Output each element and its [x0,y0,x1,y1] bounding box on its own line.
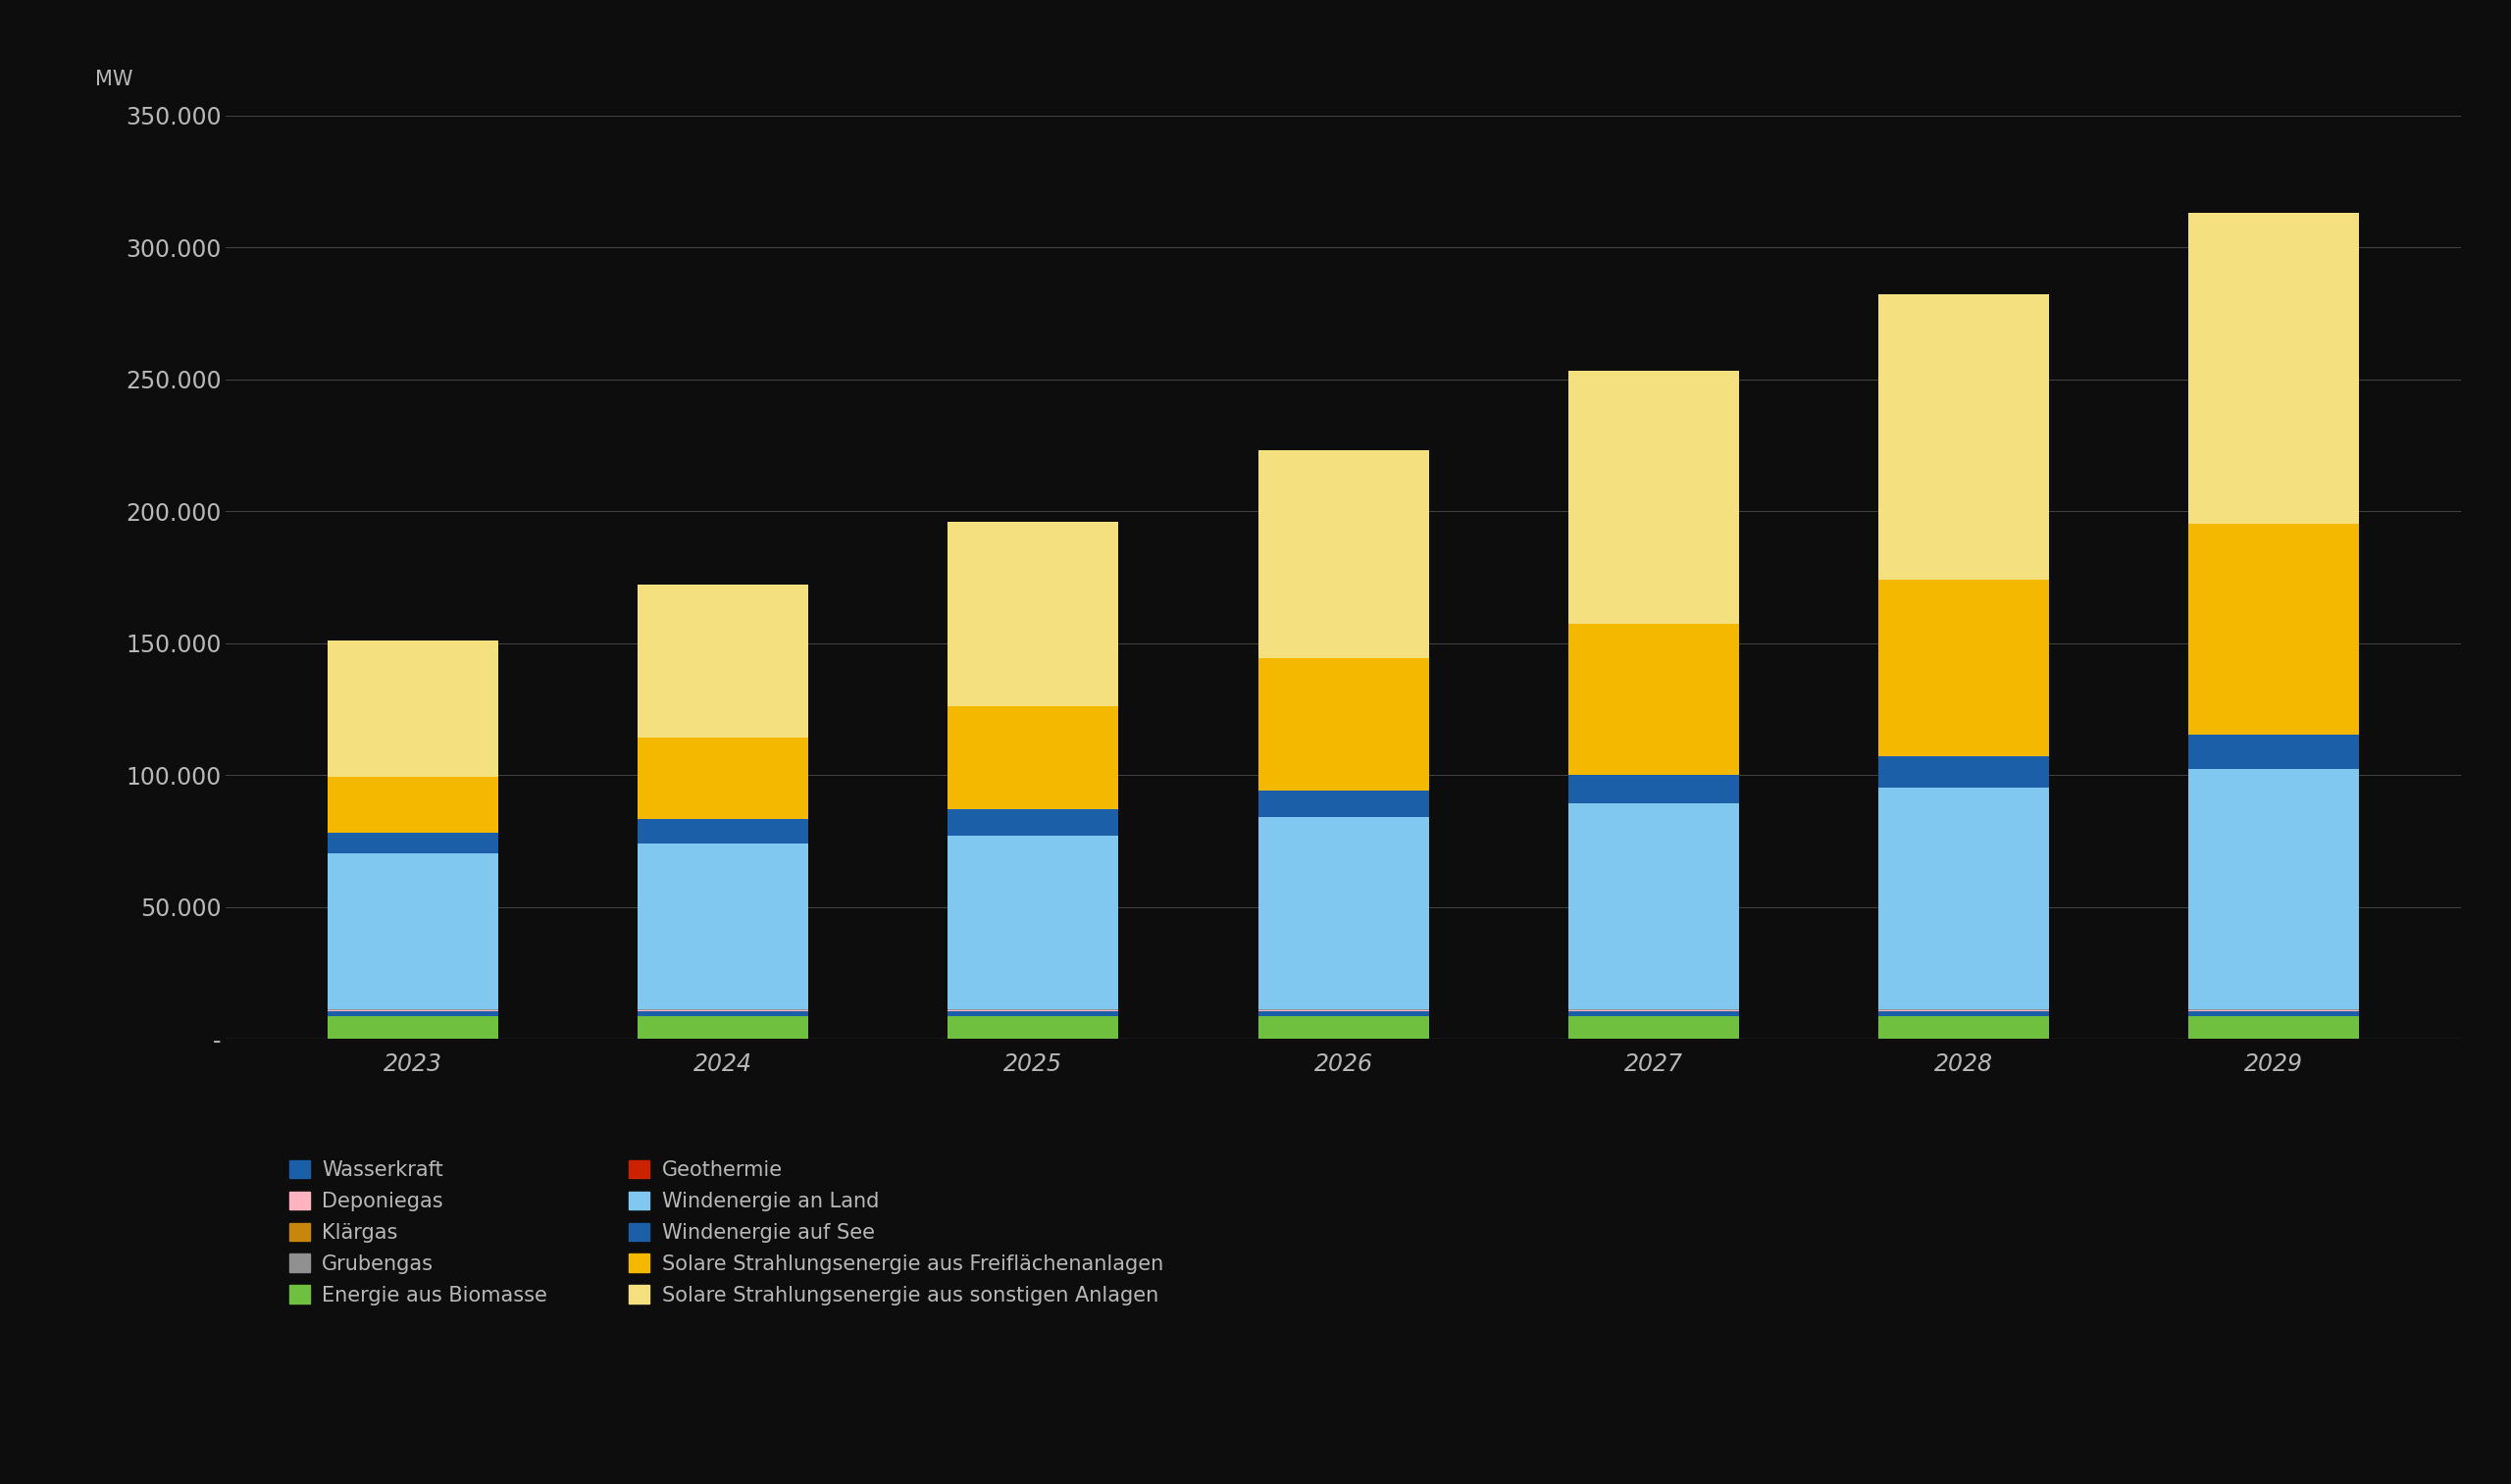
Bar [638,819,809,843]
Bar [638,738,809,819]
Bar [326,1011,497,1017]
Bar [1258,450,1429,659]
Bar [2190,212,2360,524]
Bar [2190,735,2360,769]
Bar [1878,579,2049,757]
Bar [1569,1011,1738,1017]
Bar [1569,625,1738,775]
Bar [1569,1017,1738,1039]
Bar [949,1017,1117,1039]
Bar [326,853,497,1009]
Bar [326,640,497,778]
Legend: Wasserkraft, Deponiegas, Klärgas, Grubengas, Energie aus Biomasse, Geothermie, W: Wasserkraft, Deponiegas, Klärgas, Gruben… [281,1152,1170,1313]
Bar [638,843,809,1009]
Bar [1258,1017,1429,1039]
Bar [326,778,497,833]
Y-axis label: MW: MW [95,70,133,89]
Bar [1258,791,1429,816]
Bar [326,1017,497,1039]
Bar [1569,804,1738,1009]
Bar [1258,659,1429,791]
Bar [1878,1017,2049,1039]
Bar [638,585,809,738]
Bar [1569,775,1738,804]
Bar [2190,769,2360,1009]
Bar [949,1011,1117,1017]
Bar [949,521,1117,706]
Bar [949,706,1117,809]
Bar [1878,294,2049,579]
Bar [2190,1011,2360,1017]
Bar [638,1017,809,1039]
Bar [1878,1011,2049,1017]
Bar [2190,1017,2360,1039]
Bar [949,835,1117,1009]
Bar [1569,371,1738,625]
Bar [1878,788,2049,1009]
Bar [326,833,497,853]
Bar [638,1011,809,1017]
Bar [949,809,1117,835]
Bar [1258,1011,1429,1017]
Bar [2190,524,2360,735]
Bar [1258,816,1429,1009]
Bar [1878,757,2049,788]
